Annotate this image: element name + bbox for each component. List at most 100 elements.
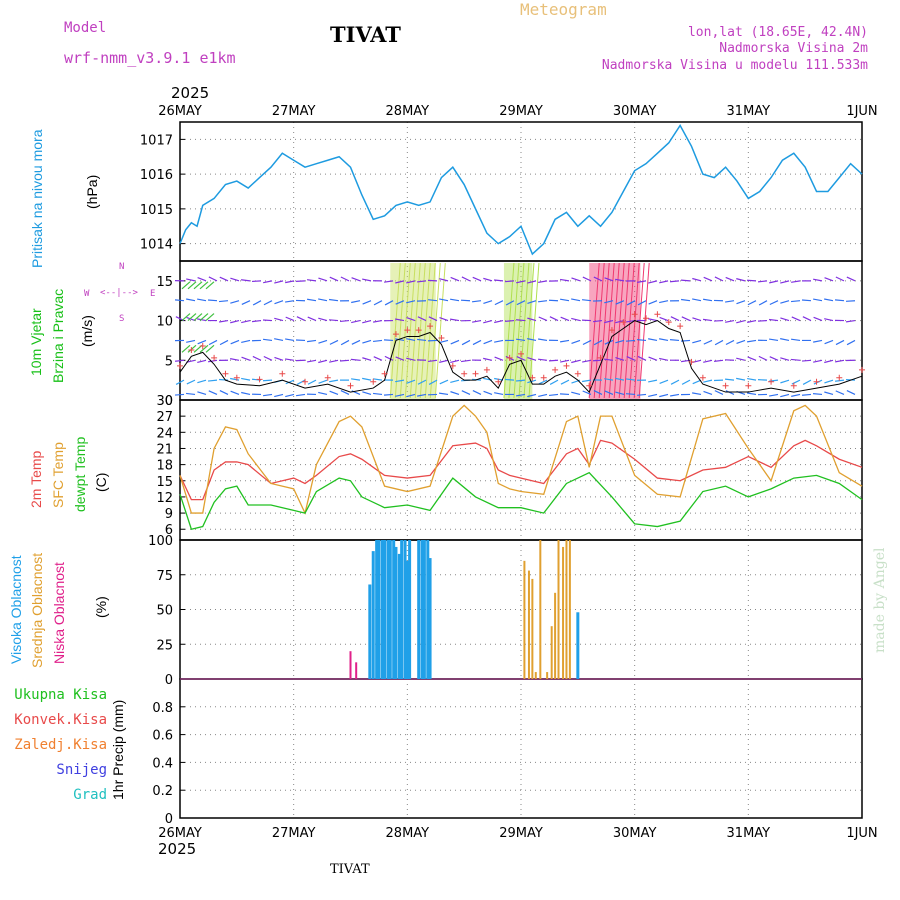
wind-arrow	[813, 316, 823, 322]
wind-arrow	[263, 300, 273, 306]
wind-arrow	[230, 358, 240, 361]
wind-arrow	[240, 279, 251, 282]
wind-arrow	[659, 300, 669, 304]
wind-arrow	[504, 319, 515, 322]
wind-arrow	[757, 379, 768, 381]
wind-arrow	[747, 300, 757, 306]
precip-legend-conv: Konvek.Kisa	[14, 712, 107, 728]
coords-text: lon,lat (18.65E, 42.4N)	[687, 25, 868, 40]
wind-arrow	[571, 277, 581, 282]
wind-arrow	[791, 338, 801, 342]
wind-arrow	[372, 392, 383, 396]
wind-arrow	[801, 393, 812, 396]
wind-arrow	[636, 393, 647, 396]
wind-gust-mark	[483, 366, 490, 373]
wind-arrow	[780, 317, 790, 322]
wind-arrow	[450, 391, 460, 396]
temp-line	[179, 471, 863, 531]
wind-arrow	[296, 316, 306, 322]
wind-arrow	[824, 318, 834, 322]
wind-arrow	[439, 359, 449, 363]
wind-arrow	[790, 358, 801, 361]
cloud-bar	[388, 540, 392, 679]
wind-arrow	[186, 339, 196, 343]
wind-gust-mark	[552, 366, 559, 373]
wind-arrow	[318, 298, 328, 302]
cloud-bar	[349, 651, 352, 679]
wind-arrow	[835, 390, 845, 395]
wind-arrow	[461, 339, 471, 346]
wind-arrow	[582, 359, 592, 363]
wind-arrow	[263, 355, 273, 361]
wind-gust-mark	[188, 346, 195, 353]
wind-arrow	[780, 338, 790, 342]
elevation-text: Nadmorska Visina 2m	[719, 41, 868, 56]
wind-arrow	[559, 393, 570, 396]
cloud-bar	[576, 612, 580, 679]
wind-gust-mark	[199, 342, 206, 349]
wind-arrow	[593, 389, 603, 395]
wind-arrow	[318, 391, 328, 396]
wind-arrow-green	[187, 281, 197, 290]
wind-arrow	[483, 357, 493, 361]
y-tick-label: 5	[165, 354, 173, 369]
wind-arrow	[472, 390, 482, 395]
cloud-bar	[403, 540, 407, 679]
wind-arrow	[505, 300, 515, 306]
wind-arrow-green	[181, 344, 191, 353]
wind-arrow	[582, 276, 592, 282]
wind-arrow	[318, 277, 328, 282]
wind-arrow	[527, 357, 537, 361]
wind-arrow	[307, 379, 317, 385]
wind-arrow	[626, 300, 636, 306]
wind-arrow	[768, 318, 779, 322]
wind-arrow	[230, 377, 240, 381]
wind-arrow	[703, 276, 713, 282]
y-tick-label: 10	[156, 315, 173, 330]
compass-lines: <--|-->	[100, 288, 138, 298]
wind-arrow	[846, 319, 856, 323]
wind-gust-mark	[302, 378, 309, 385]
wind-arrow	[340, 276, 350, 282]
wind-arrow	[416, 338, 427, 342]
cloud-bar	[386, 540, 390, 679]
wind-arrow	[527, 393, 537, 398]
x-tick-label-top: 31MAY	[727, 104, 771, 119]
wind-arrow	[395, 393, 405, 397]
y-tick-label: 1017	[140, 133, 173, 148]
wind-arrow	[450, 276, 460, 282]
wind-arrow	[318, 359, 328, 364]
wind-arrow	[582, 339, 592, 346]
wind-arrow	[527, 338, 537, 342]
footer-station: TIVAT	[330, 862, 370, 877]
wind-arrow	[208, 339, 218, 346]
x-tick-label-top: 1JUN	[846, 104, 877, 119]
wind-arrow	[384, 355, 394, 361]
wind-gust-mark	[461, 370, 468, 377]
wind-arrow	[824, 339, 834, 345]
wind-arrow	[339, 359, 350, 362]
wind-arrow	[571, 298, 581, 302]
wind-gust-mark	[699, 374, 706, 381]
wind-arrow	[757, 280, 768, 283]
wind-gust-mark	[438, 335, 445, 342]
wind-arrow	[395, 280, 405, 284]
wind-gust-mark	[177, 362, 183, 369]
cloud-bar	[539, 540, 542, 679]
pressure-line	[179, 124, 863, 256]
compass-e: E	[150, 289, 156, 299]
wind-arrow	[670, 393, 680, 397]
cloud-bar	[377, 540, 381, 679]
wind-arrow-green	[205, 344, 215, 353]
wind-arrow	[604, 300, 614, 304]
wind-arrow	[395, 356, 405, 361]
wind-arrow	[329, 298, 339, 302]
model-name: wrf-nmm_v3.9.1 e1km	[64, 49, 236, 67]
cloud-bar	[394, 546, 398, 679]
wind-arrow-green	[187, 313, 197, 322]
wind-gust-mark	[222, 370, 229, 377]
wind-arrow	[560, 379, 570, 385]
wind-gust-mark	[449, 362, 456, 369]
wind-gust-mark	[574, 370, 581, 377]
wind-hatch	[588, 262, 600, 399]
